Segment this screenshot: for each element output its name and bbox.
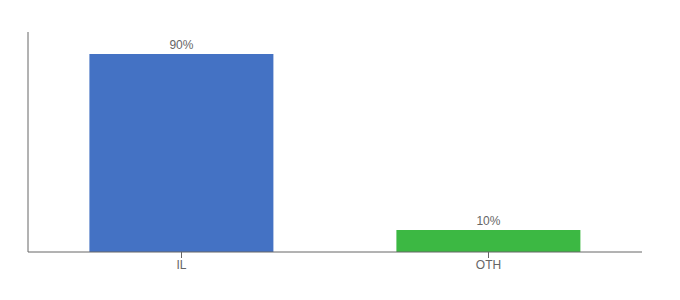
- svg-text:OTH: OTH: [476, 258, 501, 272]
- svg-text:10%: 10%: [476, 214, 500, 228]
- svg-text:IL: IL: [176, 258, 186, 272]
- svg-text:90%: 90%: [169, 38, 193, 52]
